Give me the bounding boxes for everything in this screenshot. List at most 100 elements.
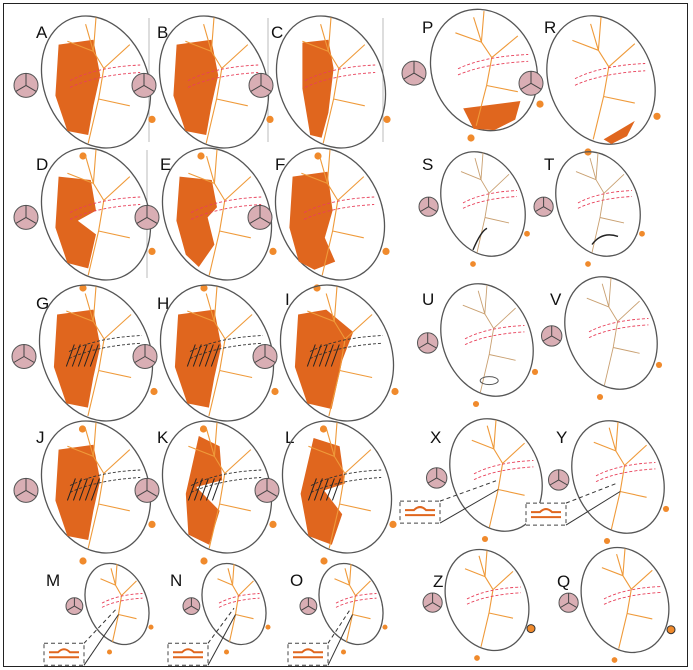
- dashed-vessel: [466, 586, 522, 600]
- retina-outline: [201, 562, 267, 646]
- vessel-branch: [473, 17, 482, 43]
- vessel-branch: [333, 98, 365, 107]
- dashed-vessel: [101, 597, 143, 608]
- disc-mark: [250, 73, 272, 92]
- vessel-branch: [616, 553, 624, 576]
- node-dot: [666, 625, 676, 635]
- vessel-branch: [477, 290, 486, 315]
- panel-label: Q: [557, 572, 570, 591]
- vessel-branch: [67, 40, 94, 52]
- dashed-vessel: [574, 63, 646, 80]
- node-dot: [78, 425, 87, 433]
- dashed-vessel: [466, 592, 522, 605]
- inset-box: [43, 642, 85, 666]
- vessel-branch: [320, 24, 329, 52]
- vessel-branch: [231, 564, 239, 596]
- panel-label: U: [422, 290, 434, 309]
- vessel-branch: [219, 230, 251, 239]
- panel-label: Y: [556, 428, 567, 447]
- retina-outline: [40, 147, 152, 281]
- diagram-panel: C: [248, 15, 391, 160]
- lesion-region: [55, 444, 101, 540]
- vessel-branch: [486, 425, 495, 450]
- inset-vessel: [49, 648, 79, 654]
- vessel-branch: [188, 172, 215, 184]
- hatch-mark: [325, 478, 335, 501]
- panel-label: L: [285, 428, 294, 447]
- vessel-branch: [67, 445, 94, 457]
- dashed-vessel: [457, 54, 529, 70]
- vessel-branch: [85, 24, 94, 52]
- node-dot: [526, 624, 536, 634]
- disc-mark: [418, 332, 437, 349]
- node-dot: [611, 657, 618, 663]
- inset-pointer: [207, 614, 236, 666]
- panel-label: F: [275, 155, 285, 174]
- vessel-branch: [344, 568, 351, 586]
- disc-mark: [13, 344, 35, 363]
- vessel-branch: [121, 580, 137, 596]
- lesion-region: [173, 39, 219, 135]
- node-dot: [319, 425, 328, 433]
- panel-label: N: [170, 571, 182, 590]
- node-dot: [383, 115, 391, 123]
- node-dot: [200, 557, 208, 565]
- inset-box: [287, 642, 329, 666]
- hatch-mark: [205, 478, 215, 501]
- vessel-branch: [455, 32, 482, 43]
- inset-vessel: [173, 648, 203, 654]
- inset-pointer: [565, 482, 619, 504]
- vessel-branch: [100, 578, 116, 586]
- disc-mark: [136, 478, 158, 497]
- retina-outline: [440, 151, 526, 257]
- vessel-branch: [610, 465, 626, 530]
- vessel-branch: [352, 613, 371, 620]
- vessel-branch: [319, 156, 328, 184]
- node-dot: [531, 368, 539, 375]
- panel-label: S: [422, 155, 433, 174]
- panel-label: D: [36, 155, 48, 174]
- figure-frame: [3, 3, 688, 667]
- vessel-branch: [84, 293, 94, 322]
- node-dot: [585, 261, 591, 267]
- diagram-panel: D: [13, 147, 156, 292]
- disc-mark: [133, 73, 155, 92]
- retina-outline: [158, 15, 270, 149]
- node-dot: [391, 387, 399, 396]
- hatch-mark: [330, 344, 340, 367]
- node-dot: [148, 520, 156, 529]
- vessel-branch: [460, 171, 482, 181]
- hatch-mark: [193, 478, 203, 501]
- vessel-branch: [595, 152, 605, 194]
- inset-pointer: [565, 491, 621, 526]
- dashed-vessel: [69, 469, 141, 487]
- vessel-branch: [325, 293, 335, 322]
- dashed-vessel: [462, 190, 518, 204]
- hatch-mark: [71, 344, 81, 367]
- node-dot: [603, 537, 611, 545]
- hatch-mark: [199, 478, 209, 501]
- node-dot: [662, 505, 670, 512]
- vessel-branch: [626, 612, 653, 620]
- hatch-mark: [210, 344, 220, 367]
- diagram-panel: F: [247, 147, 390, 292]
- node-dot: [655, 361, 663, 368]
- panel-label: O: [290, 571, 303, 590]
- dashed-vessel: [574, 70, 646, 86]
- retina-outline: [161, 420, 273, 554]
- node-dot: [79, 284, 87, 292]
- lesion-region: [185, 436, 223, 545]
- diagram-panel: M: [43, 562, 154, 666]
- node-dot: [524, 230, 530, 237]
- node-dot: [639, 230, 645, 237]
- panel-label: A: [36, 23, 48, 42]
- hatch-mark: [84, 478, 94, 501]
- hatch-mark: [72, 478, 82, 501]
- disc-mark: [420, 197, 438, 212]
- vessel-branch: [479, 328, 495, 393]
- inset-pointer: [439, 489, 499, 524]
- disc-mark: [549, 469, 568, 486]
- dashed-vessel: [588, 318, 649, 333]
- diagram-panel: V: [541, 276, 663, 401]
